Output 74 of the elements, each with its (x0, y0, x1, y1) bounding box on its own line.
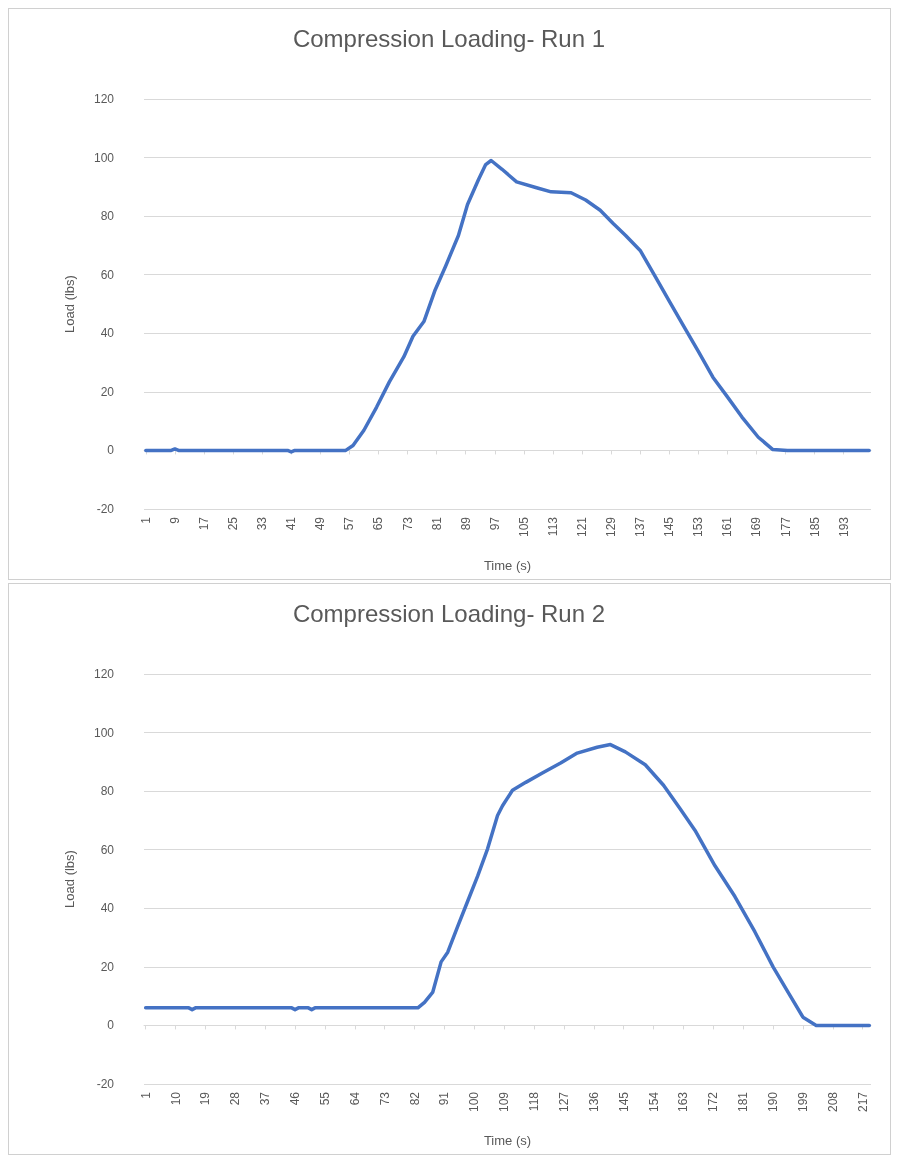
x-tick-label: 81 (429, 516, 444, 531)
x-tick-label: 217 (855, 1091, 870, 1113)
y-tick-label: 60 (100, 267, 115, 282)
y-tick-label: -20 (96, 502, 115, 516)
x-tick-label: 10 (168, 1091, 183, 1106)
x-tick-label: 55 (317, 1091, 332, 1106)
x-tick-label: 177 (778, 516, 793, 538)
y-tick-label: 20 (100, 384, 115, 399)
x-tick-label: 65 (371, 516, 386, 531)
x-tick-label: 105 (516, 516, 531, 538)
x-tick-label: 153 (691, 516, 706, 538)
x-tick-label: 1 (138, 516, 153, 524)
x-tick-label: 121 (575, 516, 590, 538)
x-tick-label: 97 (487, 516, 502, 531)
x-tick-label: 208 (825, 1091, 840, 1113)
x-tick-label: 25 (226, 516, 241, 531)
line-series (144, 158, 871, 454)
x-axis-title: Time (s) (483, 558, 532, 573)
x-tick-label: 1 (138, 1091, 153, 1099)
x-tick-label: 41 (284, 516, 299, 531)
x-tick-label: 181 (736, 1091, 751, 1113)
y-tick-label: 40 (100, 326, 115, 341)
y-tick-label: 40 (100, 901, 115, 916)
x-tick-label: 82 (407, 1091, 422, 1106)
x-tick-label: 137 (633, 516, 648, 538)
x-tick-label: 37 (258, 1091, 273, 1106)
x-tick-label: 73 (400, 516, 415, 531)
x-tick-label: 145 (616, 1091, 631, 1113)
y-axis-title: Load (lbs) (62, 275, 77, 333)
x-tick-label: 64 (347, 1091, 362, 1106)
x-tick-label: 91 (437, 1091, 452, 1106)
x-tick-label: 57 (342, 516, 357, 531)
y-tick-label: -20 (96, 1077, 115, 1091)
x-tick-label: 127 (556, 1091, 571, 1113)
y-tick-label: 20 (100, 959, 115, 974)
y-tick-label: 100 (93, 725, 115, 740)
chart-title: Compression Loading- Run 2 (292, 599, 606, 627)
x-tick-label: 199 (795, 1091, 810, 1113)
x-tick-label: 100 (467, 1091, 482, 1113)
x-tick-label: 33 (255, 516, 270, 531)
x-tick-label: 49 (313, 516, 328, 531)
y-tick-label: 80 (100, 209, 115, 224)
y-tick-label: 100 (93, 150, 115, 165)
x-tick-label: 172 (706, 1091, 721, 1113)
x-tick-label: 163 (676, 1091, 691, 1113)
y-tick-label: 120 (93, 667, 115, 681)
chart-title: Compression Loading- Run 1 (292, 24, 606, 52)
x-tick-label: 46 (288, 1091, 303, 1106)
x-tick-label: 129 (604, 516, 619, 538)
x-tick-label: 9 (167, 516, 182, 524)
x-tick-label: 109 (497, 1091, 512, 1113)
x-tick-label: 89 (458, 516, 473, 531)
y-tick-label: 120 (93, 92, 115, 106)
x-tick-label: 185 (807, 516, 822, 538)
x-tick-label: 136 (586, 1091, 601, 1113)
x-axis-title: Time (s) (483, 1133, 532, 1148)
x-tick-label: 28 (228, 1091, 243, 1106)
x-tick-label: 118 (527, 1091, 542, 1112)
y-axis-title: Load (lbs) (62, 850, 77, 908)
y-tick-label: 0 (107, 1018, 115, 1033)
x-tick-label: 190 (766, 1091, 781, 1113)
y-tick-label: 0 (107, 443, 115, 458)
x-tick-label: 113 (545, 516, 560, 537)
y-tick-label: 80 (100, 784, 115, 799)
x-tick-label: 145 (662, 516, 677, 538)
y-tick-label: 60 (100, 842, 115, 857)
x-tick-label: 193 (836, 516, 851, 538)
x-tick-label: 154 (646, 1091, 661, 1113)
x-tick-label: 19 (198, 1091, 213, 1106)
x-tick-label: 161 (720, 516, 735, 538)
x-tick-label: 73 (377, 1091, 392, 1106)
x-tick-label: 169 (749, 516, 764, 538)
line-series (143, 742, 872, 1028)
x-tick-label: 17 (196, 516, 211, 531)
